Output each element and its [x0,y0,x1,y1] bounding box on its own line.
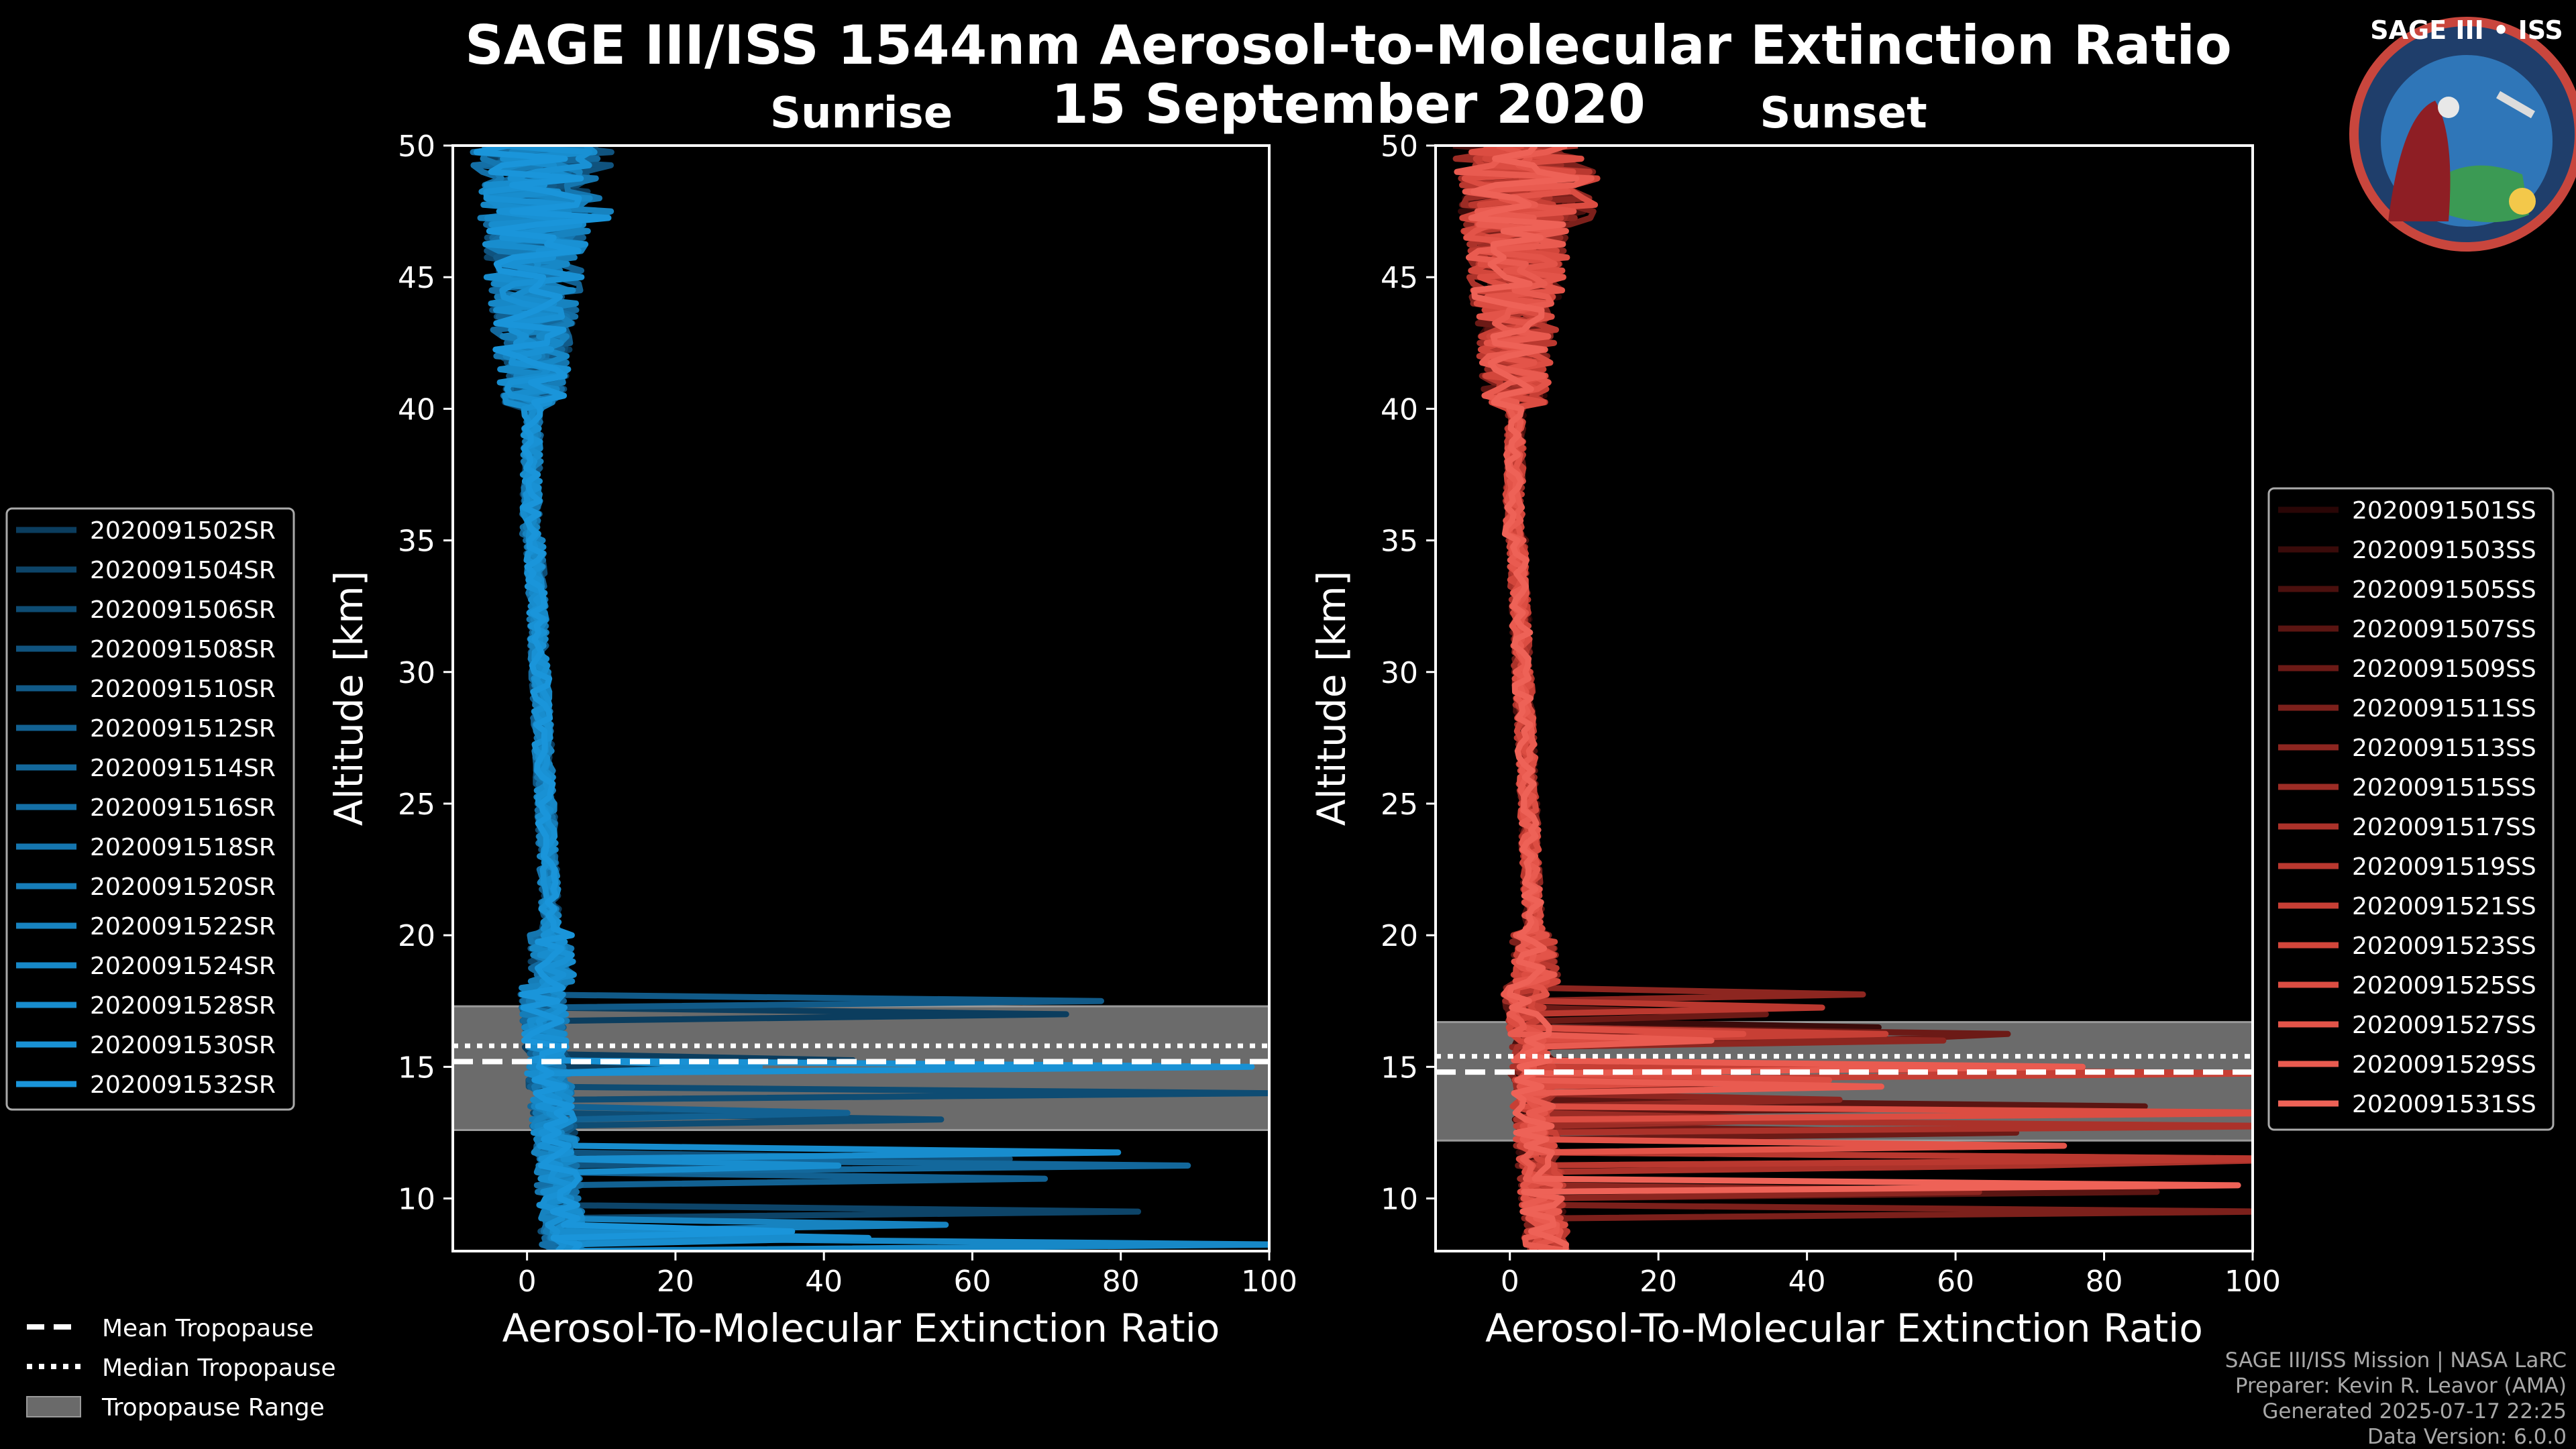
legend-label: 2020091517SS [2352,814,2536,841]
logo-figure [2388,101,2451,221]
y-tick-label: 15 [398,1051,435,1085]
legend-label: 2020091505SS [2352,576,2536,604]
legend-label: 2020091523SS [2352,932,2536,960]
series-group [1452,146,2253,1251]
y-tick-label: 25 [1381,788,1418,822]
sunset-subtitle: Sunset [1760,89,1927,138]
x-tick-label: 100 [1241,1265,1297,1299]
legend-label: 2020091512SR [90,715,276,743]
legend-label: 2020091530SR [90,1032,276,1059]
plot-frame [451,144,1271,1252]
mean-tropopause-label: Mean Tropopause [102,1315,314,1342]
tropopause-range-label: Tropopause Range [101,1394,325,1421]
legend-label: 2020091518SR [90,834,276,861]
x-tick-label: 20 [657,1265,694,1299]
legend-label: 2020091507SS [2352,616,2536,643]
legend-label: 2020091532SR [90,1071,276,1099]
y-tick-label: 50 [1381,129,1418,164]
logo-title: SAGE III • ISS [2370,15,2563,45]
tropopause-legend: Mean Tropopause Median Tropopause Tropop… [26,1315,336,1421]
y-tick-label: 40 [1381,392,1418,427]
legend-label: 2020091506SR [90,596,276,624]
x-tick-label: 60 [953,1265,991,1299]
series-line-2020091529SS [1454,146,2086,1251]
x-tick-label: 20 [1640,1265,1677,1299]
footer-generated: Generated 2025-07-17 22:25 [2262,1399,2567,1424]
y-axis-label: Altitude [km] [1309,571,1354,826]
tropopause-range-swatch [26,1396,81,1417]
legend-label: 2020091508SR [90,636,276,663]
chart-date: 15 September 2020 [1051,73,1646,136]
series-group [470,146,1269,1251]
legend-label: 2020091510SR [90,676,276,703]
legend-label: 2020091519SS [2352,853,2536,881]
x-tick-label: 80 [1102,1265,1140,1299]
footer-mission: SAGE III/ISS Mission | NASA LaRC [2225,1348,2567,1373]
x-tick-label: 80 [2086,1265,2123,1299]
x-tick-label: 0 [518,1265,537,1299]
x-axis-label: Aerosol-To-Molecular Extinction Ratio [1485,1305,2203,1351]
y-tick-label: 30 [1381,656,1418,690]
sunset-panel: 0 20 40 60 80 100 10 15 20 25 30 35 40 45 50 Aerosol-To… [1309,129,2281,1351]
logo-sun [2509,188,2536,215]
legend-label: 2020091525SS [2352,972,2536,1000]
series-line-2020091532SR [473,146,796,1251]
y-tick-label: 45 [398,261,435,295]
legend-label: 2020091504SR [90,557,276,584]
y-tick-label: 20 [398,919,435,953]
median-tropopause-label: Median Tropopause [102,1354,336,1382]
y-tick-label: 10 [1381,1183,1418,1217]
legend-label: 2020091520SR [90,873,276,901]
y-tick-label: 10 [398,1183,435,1217]
legend-label: 2020091516SR [90,794,276,822]
legend-label: 2020091513SS [2352,735,2536,762]
x-tick-label: 40 [805,1265,843,1299]
legend-label: 2020091515SS [2352,774,2536,802]
legend-label: 2020091521SS [2352,893,2536,920]
legend-label: 2020091531SS [2352,1091,2536,1118]
legend-box [5,507,295,1111]
legend-label: 2020091524SR [90,953,276,980]
y-tick-label: 25 [398,788,435,822]
legend-label: 2020091503SS [2352,537,2536,564]
series-line-2020091531SS [1468,146,2241,1251]
legend-label: 2020091528SR [90,992,276,1020]
y-tick-label: 40 [398,392,435,427]
y-tick-label: 35 [398,525,435,559]
x-tick-label: 0 [1501,1265,1519,1299]
legend-label: 2020091522SR [90,913,276,941]
mission-logo: SAGE III • ISS [2349,15,2576,252]
y-tick-label: 20 [1381,919,1418,953]
x-tick-label: 100 [2224,1265,2281,1299]
plot-frame [1434,144,2254,1252]
x-axis-label: Aerosol-To-Molecular Extinction Ratio [502,1305,1220,1351]
logo-station [2496,91,2535,119]
sunrise-subtitle: Sunrise [770,89,953,138]
series-line-2020091530SR [483,146,1255,1251]
x-tick-label: 40 [1788,1265,1826,1299]
y-tick-label: 50 [398,129,435,164]
y-axis-label: Altitude [km] [326,571,372,826]
legend-label: 2020091511SS [2352,695,2536,722]
y-tick-label: 15 [1381,1051,1418,1085]
legend-box [2267,487,2555,1131]
legend-label: 2020091527SS [2352,1012,2536,1039]
y-tick-label: 35 [1381,525,1418,559]
x-tick-label: 60 [1937,1265,1974,1299]
sunrise-legend: 2020091502SR 2020091504SR 2020091506SR 2020… [5,507,295,1111]
logo-moon [2438,97,2459,118]
chart-title: SAGE III/ISS 1544nm Aerosol-to-Molecular… [465,14,2232,76]
sunset-legend: 2020091501SS 2020091503SS 2020091505SS 2020… [2267,487,2555,1131]
legend-label: 2020091502SR [90,517,276,545]
legend-label: 2020091514SR [90,755,276,782]
footer-preparer: Preparer: Kevin R. Leavor (AMA) [2235,1374,2567,1398]
footer-version: Data Version: 6.0.0 [2367,1425,2567,1449]
legend-label: 2020091501SS [2352,497,2536,525]
legend-label: 2020091509SS [2352,655,2536,683]
sunrise-panel: 0 20 40 60 80 100 10 15 20 25 30 35 40 45 50 Aerosol-To… [326,129,1297,1351]
y-tick-label: 30 [398,656,435,690]
legend-label: 2020091529SS [2352,1051,2536,1079]
y-tick-label: 45 [1381,261,1418,295]
